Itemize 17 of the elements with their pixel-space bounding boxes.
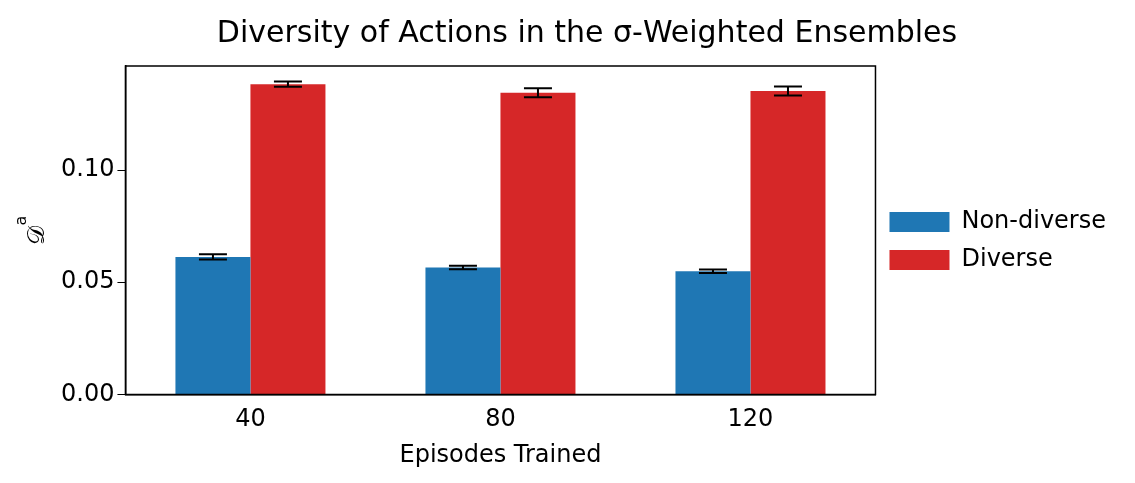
y-tick-label: 0.00 [61, 378, 115, 407]
x-tick-label: 120 [727, 404, 774, 433]
x-axis-title: Episodes Trained [399, 439, 602, 468]
y-tick-label: 0.05 [61, 266, 115, 295]
y-tick-label: 0.10 [61, 154, 115, 183]
legend-label: Non-diverse [961, 206, 1106, 235]
bar [250, 84, 326, 394]
bar [675, 271, 751, 394]
chart-title: Diversity of Actions in the σ-Weighted Ensembles [216, 13, 958, 49]
bar [500, 92, 576, 394]
x-tick-label: 80 [485, 404, 516, 433]
x-tick-label: 40 [235, 404, 266, 433]
bar [175, 256, 251, 394]
bar [425, 267, 501, 394]
y-axis-title: 𝒟a [11, 215, 50, 245]
legend-label: Diverse [961, 244, 1053, 273]
bar [750, 90, 826, 394]
